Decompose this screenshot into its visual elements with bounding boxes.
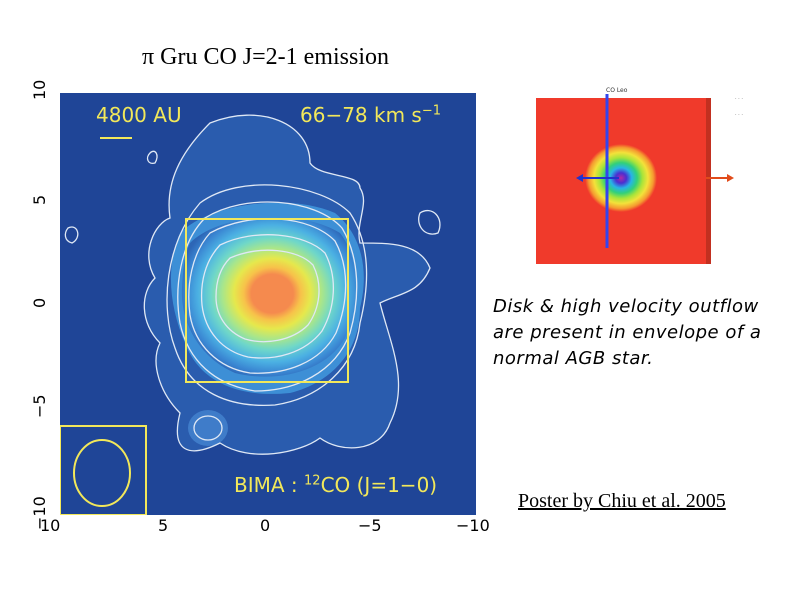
description-line-2: are present in envelope of a — [493, 322, 762, 343]
thumbnail-title: CO Leo — [606, 87, 628, 94]
scale-label: 4800 AU — [96, 103, 182, 127]
svg-text:· · ·: · · · — [735, 96, 743, 102]
velocity-text: 66−78 km s — [300, 103, 422, 127]
x-tick-neg10: −10 — [456, 516, 490, 535]
slide-title: π Gru CO J=2-1 emission — [142, 44, 389, 70]
velocity-unit-sup: −1 — [421, 103, 442, 119]
description-line-1: Disk & high velocity outflow — [493, 296, 759, 317]
y-tick-0: 0 — [30, 297, 49, 308]
thumbnail-figure: CO Leo · · · · · · — [520, 86, 750, 276]
instrument-prefix: BIMA : — [234, 473, 305, 497]
emission-map-graphic — [60, 114, 441, 515]
x-tick-10: 10 — [40, 516, 61, 535]
x-tick-neg5: −5 — [358, 516, 382, 535]
emission-map: 4800 AU 66−78 km s−1 BIMA : 12CO (J=1−0) — [60, 93, 476, 515]
y-tick-neg5: −5 — [30, 394, 49, 418]
velocity-label: 66−78 km s−1 — [300, 103, 441, 127]
description-text: Disk & high velocity outflow are present… — [493, 294, 793, 372]
y-tick-10: 10 — [30, 79, 49, 100]
credit-link[interactable]: Poster by Chiu et al. 2005 — [518, 490, 726, 512]
instrument-suffix: CO (J=1−0) — [320, 473, 438, 497]
thumbnail-graphic: CO Leo · · · · · · — [536, 87, 743, 264]
x-tick-0: 0 — [260, 516, 271, 535]
svg-text:· · ·: · · · — [735, 112, 743, 118]
instrument-label: BIMA : 12CO (J=1−0) — [234, 473, 437, 497]
y-tick-5: 5 — [30, 194, 49, 205]
isotope-sup: 12 — [304, 473, 321, 489]
description-line-3: normal AGB star. — [493, 348, 654, 369]
x-tick-5: 5 — [158, 516, 169, 535]
